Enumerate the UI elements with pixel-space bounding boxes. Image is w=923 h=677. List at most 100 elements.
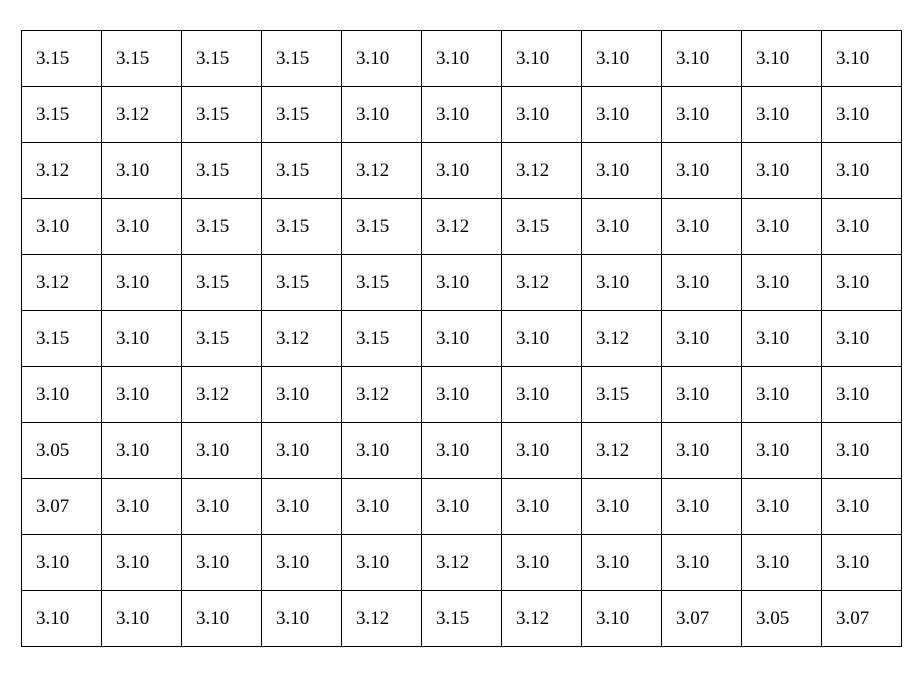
table-cell: 3.15 [182, 311, 262, 367]
table-cell: 3.10 [342, 87, 422, 143]
table-cell: 3.15 [422, 591, 502, 647]
table-cell: 3.12 [22, 255, 102, 311]
table-cell: 3.10 [422, 367, 502, 423]
table-cell: 3.10 [102, 423, 182, 479]
table-cell: 3.10 [742, 423, 822, 479]
table-cell: 3.10 [822, 143, 902, 199]
table-cell: 3.10 [102, 311, 182, 367]
table-cell: 3.10 [582, 87, 662, 143]
table-cell: 3.15 [262, 255, 342, 311]
table-cell: 3.15 [342, 255, 422, 311]
table-cell: 3.10 [102, 143, 182, 199]
table-cell: 3.10 [822, 255, 902, 311]
table-cell: 3.10 [662, 423, 742, 479]
table-cell: 3.10 [582, 535, 662, 591]
table-cell: 3.10 [742, 535, 822, 591]
table-cell: 3.12 [182, 367, 262, 423]
table-row: 3.153.123.153.153.103.103.103.103.103.10… [22, 87, 902, 143]
table-cell: 3.10 [422, 31, 502, 87]
table-row: 3.123.103.153.153.153.103.123.103.103.10… [22, 255, 902, 311]
table-cell: 3.10 [342, 423, 422, 479]
table-cell: 3.12 [22, 143, 102, 199]
table-row: 3.103.103.153.153.153.123.153.103.103.10… [22, 199, 902, 255]
table-cell: 3.15 [342, 199, 422, 255]
table-cell: 3.12 [342, 143, 422, 199]
table-cell: 3.10 [662, 367, 742, 423]
table-cell: 3.10 [662, 143, 742, 199]
table-cell: 3.10 [502, 423, 582, 479]
table-cell: 3.15 [182, 31, 262, 87]
table-cell: 3.10 [822, 199, 902, 255]
table-cell: 3.15 [342, 311, 422, 367]
table-row: 3.103.103.103.103.103.123.103.103.103.10… [22, 535, 902, 591]
table-cell: 3.12 [502, 143, 582, 199]
table-cell: 3.10 [262, 367, 342, 423]
table-cell: 3.10 [822, 367, 902, 423]
table-cell: 3.10 [422, 143, 502, 199]
table-cell: 3.05 [22, 423, 102, 479]
table-cell: 3.10 [822, 311, 902, 367]
table-row: 3.153.103.153.123.153.103.103.123.103.10… [22, 311, 902, 367]
table-cell: 3.10 [662, 199, 742, 255]
table-cell: 3.15 [22, 31, 102, 87]
table-cell: 3.10 [662, 479, 742, 535]
table-cell: 3.10 [22, 199, 102, 255]
data-table: 3.153.153.153.153.103.103.103.103.103.10… [21, 30, 902, 647]
table-cell: 3.10 [582, 31, 662, 87]
table-cell: 3.10 [262, 535, 342, 591]
table-cell: 3.12 [422, 535, 502, 591]
table-cell: 3.15 [182, 199, 262, 255]
table-cell: 3.12 [502, 591, 582, 647]
table-cell: 3.10 [662, 255, 742, 311]
table-cell: 3.10 [262, 479, 342, 535]
table-cell: 3.15 [262, 199, 342, 255]
table-cell: 3.10 [102, 535, 182, 591]
table-cell: 3.10 [422, 311, 502, 367]
table-cell: 3.10 [182, 591, 262, 647]
table-cell: 3.10 [422, 255, 502, 311]
table-cell: 3.10 [822, 535, 902, 591]
table-cell: 3.15 [22, 311, 102, 367]
table-cell: 3.10 [262, 591, 342, 647]
table-cell: 3.10 [22, 535, 102, 591]
table-cell: 3.10 [662, 87, 742, 143]
table-cell: 3.10 [182, 535, 262, 591]
table-cell: 3.10 [502, 31, 582, 87]
table-cell: 3.10 [662, 31, 742, 87]
table-cell: 3.15 [262, 143, 342, 199]
table-cell: 3.15 [182, 143, 262, 199]
table-cell: 3.12 [342, 591, 422, 647]
table-cell: 3.10 [582, 591, 662, 647]
table-cell: 3.12 [582, 311, 662, 367]
table-cell: 3.10 [822, 423, 902, 479]
table-row: 3.123.103.153.153.123.103.123.103.103.10… [22, 143, 902, 199]
table-cell: 3.10 [102, 255, 182, 311]
table-row: 3.153.153.153.153.103.103.103.103.103.10… [22, 31, 902, 87]
table-cell: 3.10 [662, 535, 742, 591]
table-cell: 3.10 [102, 479, 182, 535]
table-cell: 3.12 [422, 199, 502, 255]
table-cell: 3.10 [822, 31, 902, 87]
table-cell: 3.10 [422, 87, 502, 143]
table-cell: 3.10 [422, 479, 502, 535]
table-cell: 3.10 [102, 367, 182, 423]
table-cell: 3.15 [22, 87, 102, 143]
table-cell: 3.10 [582, 143, 662, 199]
table-cell: 3.05 [742, 591, 822, 647]
table-cell: 3.10 [582, 199, 662, 255]
table-cell: 3.15 [102, 31, 182, 87]
table-cell: 3.10 [822, 479, 902, 535]
table-cell: 3.12 [102, 87, 182, 143]
table-row: 3.103.103.123.103.123.103.103.153.103.10… [22, 367, 902, 423]
table-cell: 3.10 [742, 367, 822, 423]
table-cell: 3.10 [422, 423, 502, 479]
table-row: 3.053.103.103.103.103.103.103.123.103.10… [22, 423, 902, 479]
table-cell: 3.15 [182, 87, 262, 143]
table-cell: 3.10 [502, 87, 582, 143]
table-cell: 3.15 [502, 199, 582, 255]
table-cell: 3.10 [742, 479, 822, 535]
table-cell: 3.10 [822, 87, 902, 143]
table-cell: 3.10 [502, 479, 582, 535]
table-cell: 3.10 [502, 535, 582, 591]
table-cell: 3.10 [742, 31, 822, 87]
